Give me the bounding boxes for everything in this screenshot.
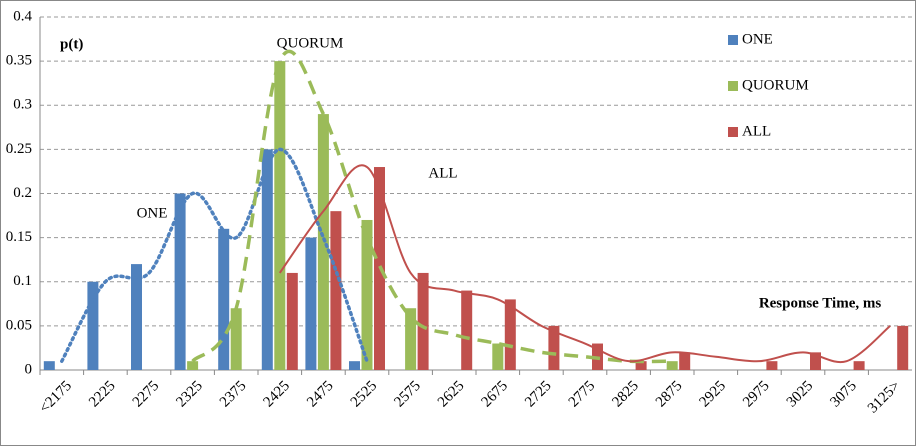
bar	[187, 361, 199, 370]
y-tick-label: 0.15	[6, 229, 32, 245]
legend-swatch	[728, 127, 738, 137]
annotation: p(t)	[60, 36, 83, 52]
bar	[766, 361, 778, 370]
trend-line	[278, 164, 891, 364]
bar	[218, 228, 230, 370]
bar	[230, 308, 242, 370]
y-tick-label: 0.1	[13, 273, 32, 289]
y-tick-label: 0	[25, 361, 33, 377]
y-tick-label: 0.05	[6, 317, 32, 333]
bar	[261, 149, 273, 370]
legend-label: ALL	[742, 123, 771, 139]
bar	[317, 114, 329, 370]
bar	[361, 219, 373, 370]
annotation: ONE	[137, 205, 168, 221]
annotation: QUORUM	[277, 35, 344, 51]
y-tick-label: 0.35	[6, 53, 32, 69]
bar	[679, 352, 691, 370]
bar	[504, 299, 516, 370]
bar	[635, 361, 647, 370]
y-tick-label: 0.2	[13, 185, 32, 201]
bar	[853, 361, 865, 370]
bar	[43, 361, 55, 370]
bar	[87, 281, 99, 370]
legend-swatch	[728, 81, 738, 91]
bar	[417, 272, 429, 370]
bar	[461, 290, 473, 370]
legend-swatch	[728, 35, 738, 45]
bar	[405, 308, 417, 370]
bar	[349, 361, 360, 370]
bar	[810, 352, 821, 370]
trend-line	[191, 49, 673, 364]
bar	[897, 325, 909, 370]
bar	[305, 237, 317, 370]
bar	[174, 193, 186, 370]
legend-label: QUORUM	[742, 77, 809, 93]
bar	[666, 361, 678, 370]
annotation: ALL	[428, 165, 457, 181]
trend-line	[60, 147, 369, 363]
bar	[131, 264, 142, 370]
bar	[548, 325, 560, 370]
y-tick-label: 0.4	[13, 8, 32, 24]
bar	[286, 272, 298, 370]
bar	[330, 211, 342, 370]
bar	[274, 61, 286, 370]
legend-label: ONE	[742, 31, 773, 47]
bar	[492, 343, 504, 370]
y-tick-label: 0.25	[6, 141, 32, 157]
annotation: Response Time, ms	[759, 295, 882, 311]
y-tick-label: 0.3	[13, 97, 32, 113]
